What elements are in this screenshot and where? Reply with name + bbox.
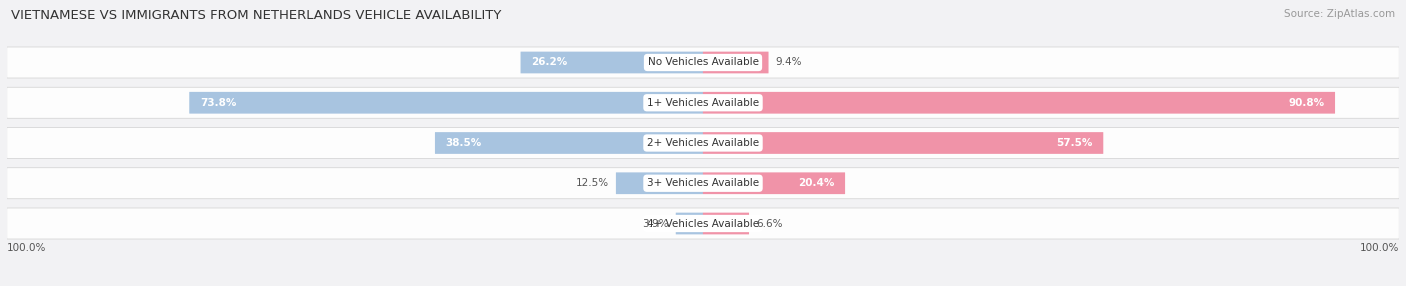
Text: 20.4%: 20.4%: [799, 178, 835, 188]
FancyBboxPatch shape: [616, 172, 703, 194]
FancyBboxPatch shape: [7, 208, 1399, 239]
Text: 2+ Vehicles Available: 2+ Vehicles Available: [647, 138, 759, 148]
Text: 26.2%: 26.2%: [531, 57, 568, 67]
FancyBboxPatch shape: [703, 52, 769, 74]
FancyBboxPatch shape: [703, 92, 1336, 114]
Text: 3+ Vehicles Available: 3+ Vehicles Available: [647, 178, 759, 188]
FancyBboxPatch shape: [7, 128, 1399, 158]
FancyBboxPatch shape: [676, 212, 703, 234]
Text: 57.5%: 57.5%: [1056, 138, 1092, 148]
FancyBboxPatch shape: [703, 212, 749, 234]
FancyBboxPatch shape: [7, 168, 1399, 199]
FancyBboxPatch shape: [190, 92, 703, 114]
Text: VIETNAMESE VS IMMIGRANTS FROM NETHERLANDS VEHICLE AVAILABILITY: VIETNAMESE VS IMMIGRANTS FROM NETHERLAND…: [11, 9, 502, 21]
Text: 100.0%: 100.0%: [1360, 243, 1399, 253]
FancyBboxPatch shape: [520, 52, 703, 74]
Text: 38.5%: 38.5%: [446, 138, 482, 148]
FancyBboxPatch shape: [703, 132, 1104, 154]
Text: 73.8%: 73.8%: [200, 98, 236, 108]
Text: 90.8%: 90.8%: [1288, 98, 1324, 108]
Text: No Vehicles Available: No Vehicles Available: [648, 57, 758, 67]
Text: 3.9%: 3.9%: [643, 219, 669, 229]
Text: 1+ Vehicles Available: 1+ Vehicles Available: [647, 98, 759, 108]
FancyBboxPatch shape: [703, 172, 845, 194]
Text: 6.6%: 6.6%: [756, 219, 782, 229]
FancyBboxPatch shape: [7, 87, 1399, 118]
Text: 100.0%: 100.0%: [7, 243, 46, 253]
FancyBboxPatch shape: [7, 47, 1399, 78]
Text: 9.4%: 9.4%: [775, 57, 801, 67]
Text: 12.5%: 12.5%: [576, 178, 609, 188]
Text: 4+ Vehicles Available: 4+ Vehicles Available: [647, 219, 759, 229]
FancyBboxPatch shape: [434, 132, 703, 154]
Text: Source: ZipAtlas.com: Source: ZipAtlas.com: [1284, 9, 1395, 19]
